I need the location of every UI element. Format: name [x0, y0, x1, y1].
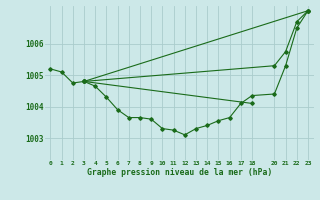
X-axis label: Graphe pression niveau de la mer (hPa): Graphe pression niveau de la mer (hPa)	[87, 168, 272, 177]
